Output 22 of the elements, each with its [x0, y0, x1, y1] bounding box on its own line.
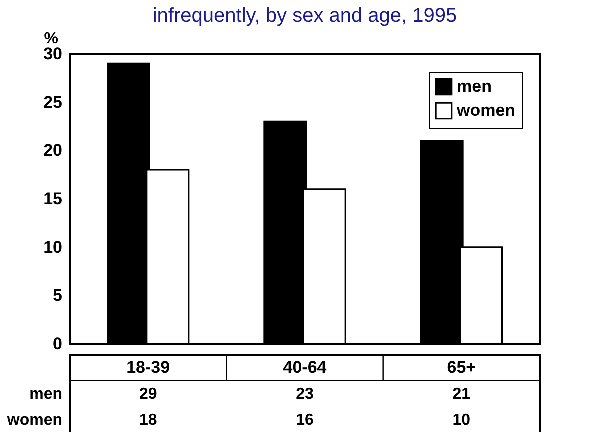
data-label: 21	[452, 386, 471, 403]
legend-label: women	[456, 101, 516, 120]
x-tick-label: 18-39	[126, 358, 170, 377]
text: women	[7, 412, 62, 429]
y-tick-label: 15	[44, 190, 62, 208]
data-label: 18	[139, 412, 158, 429]
data-label: 10	[452, 412, 471, 429]
data-label: 29	[139, 386, 158, 403]
y-tick-label: 25	[44, 92, 62, 112]
x-tick-label: 65+	[447, 358, 476, 377]
data-label: 16	[296, 412, 314, 429]
y-tick-label: 0	[53, 334, 62, 354]
y-tick-label: 5	[53, 286, 62, 306]
y-axis-title: %	[44, 30, 58, 48]
data-label: 23	[296, 386, 314, 403]
text: men	[30, 386, 62, 403]
y-tick-label: 30	[44, 44, 62, 64]
legend-label: men	[457, 77, 492, 96]
x-tick-label: 40-64	[283, 358, 328, 377]
y-tick-label: 20	[44, 141, 62, 160]
y-tick-label: 10	[44, 238, 62, 257]
chart-title: infrequently, by sex and age, 1995	[152, 5, 458, 27]
